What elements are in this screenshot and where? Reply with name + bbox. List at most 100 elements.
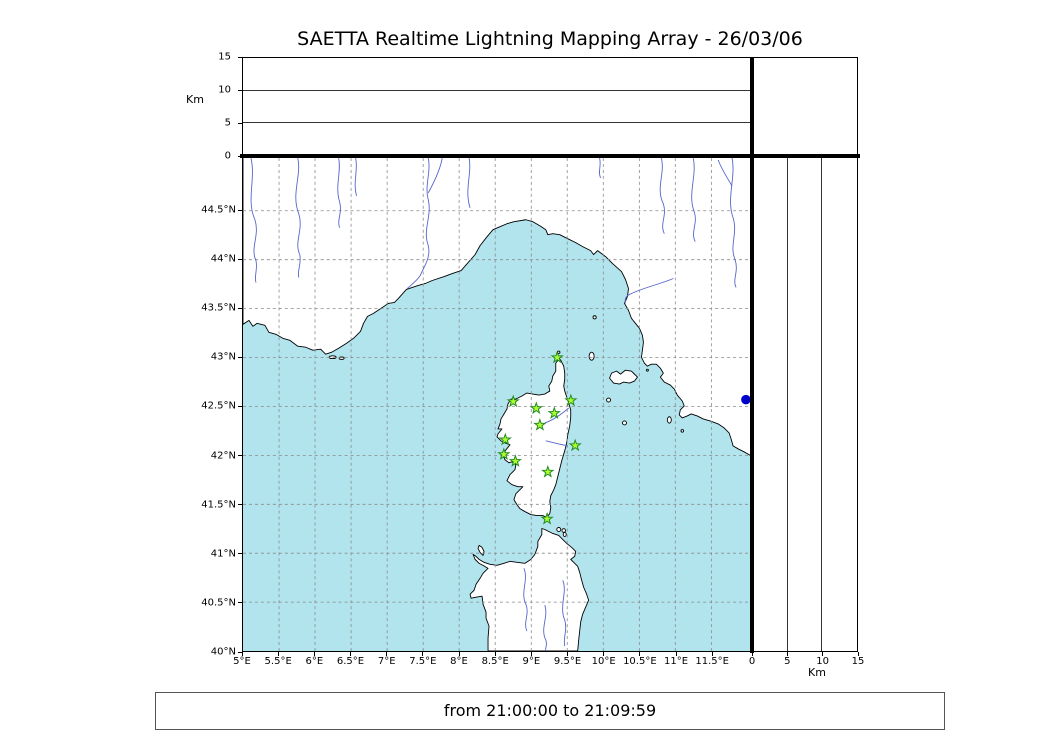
island-giglio xyxy=(666,416,672,424)
river xyxy=(467,158,471,208)
river xyxy=(250,158,257,283)
station-star xyxy=(568,438,582,452)
altitude-tick-label: 5 xyxy=(224,117,231,129)
station-star xyxy=(564,393,578,407)
altitude-tick-label: 5 xyxy=(784,656,791,667)
axis-tick xyxy=(639,652,641,656)
island-caprera xyxy=(562,532,567,537)
lon-tick-label: 7°E xyxy=(377,656,396,667)
axis-tick xyxy=(277,652,279,656)
lat-tick-label: 42°N xyxy=(210,450,236,462)
latlon-grid xyxy=(243,158,751,651)
lma-stations-layer xyxy=(497,350,582,525)
lon-tick-label: 5.5°E xyxy=(264,656,292,667)
event-point xyxy=(741,394,751,405)
river xyxy=(407,158,430,289)
river xyxy=(691,158,696,242)
axis-tick xyxy=(386,652,388,656)
lon-tick-label: 10°E xyxy=(591,656,616,667)
river xyxy=(427,158,443,194)
lon-tick-label: 6.5°E xyxy=(336,656,365,667)
axis-tick xyxy=(494,652,496,656)
altitude-tick-label: 0 xyxy=(224,150,231,162)
altitude-tick-label: 15 xyxy=(218,51,231,63)
axis-tick xyxy=(603,652,605,656)
island-cerboli xyxy=(645,368,649,372)
river xyxy=(523,568,528,632)
altitude-gridline xyxy=(821,158,823,651)
divider-vertical xyxy=(750,57,754,653)
figure-title: SAETTA Realtime Lightning Mapping Array … xyxy=(297,28,803,50)
lon-tick-label: 11.5°E xyxy=(695,656,729,667)
axis-tick xyxy=(857,652,859,656)
island-maddalena xyxy=(556,527,562,532)
lat-tick-label: 40.5°N xyxy=(201,597,236,609)
time-range-text: from 21:00:00 to 21:09:59 xyxy=(443,701,657,720)
event-points-layer xyxy=(741,394,751,405)
altitude-tick-label: 0 xyxy=(748,656,756,667)
lon-tick-label: 8.5°E xyxy=(481,656,509,667)
altitude-axis-label-left: Km xyxy=(186,93,204,106)
axis-tick xyxy=(458,652,460,656)
station-star xyxy=(550,350,564,364)
river xyxy=(545,440,568,447)
island-pianosa xyxy=(606,397,612,403)
island-montecristo xyxy=(622,420,627,426)
lon-tick-label: 5°E xyxy=(233,656,251,667)
river xyxy=(354,158,357,196)
axis-tick xyxy=(567,652,569,656)
coastline-corsica xyxy=(496,355,572,518)
river xyxy=(543,605,547,651)
altitude-gridline xyxy=(243,122,751,124)
island-maddalena-2 xyxy=(561,528,566,533)
lon-tick-label: 6°E xyxy=(305,656,324,667)
coastline-mainland xyxy=(243,158,751,457)
river xyxy=(337,158,341,228)
island-elba xyxy=(609,369,638,385)
lon-tick-label: 7.5°E xyxy=(409,656,437,667)
station-star xyxy=(533,418,547,431)
axis-tick xyxy=(241,652,243,656)
axis-tick xyxy=(313,652,315,656)
altitude-vs-longitude-panel xyxy=(242,57,752,157)
landmass-layer xyxy=(243,158,751,651)
station-star xyxy=(508,454,523,467)
river xyxy=(624,278,674,304)
lat-tick-label: 44.5°N xyxy=(201,204,236,216)
lat-tick-label: 40°N xyxy=(210,646,236,658)
map-canvas xyxy=(243,158,751,651)
divider-horizontal xyxy=(240,154,860,158)
axis-tick xyxy=(530,652,532,656)
station-star xyxy=(541,464,555,478)
station-star xyxy=(529,401,543,415)
lon-tick-label: 9.5°E xyxy=(553,656,582,667)
axis-tick xyxy=(822,652,824,656)
island-gorgona xyxy=(592,315,597,320)
axis-tick xyxy=(711,652,713,656)
lat-tick-label: 43°N xyxy=(210,351,236,363)
time-range-box: from 21:00:00 to 21:09:59 xyxy=(155,692,945,730)
altitude-gridline xyxy=(243,90,751,92)
river xyxy=(717,159,733,187)
lat-tick-label: 41°N xyxy=(210,548,236,560)
lat-tick-label: 41.5°N xyxy=(201,499,236,511)
altitude-gridline xyxy=(787,158,789,651)
island-capraia xyxy=(588,351,595,361)
lat-tick-label: 42.5°N xyxy=(201,400,236,412)
corner-panel xyxy=(752,57,858,157)
station-star xyxy=(547,406,561,419)
axis-tick xyxy=(422,652,424,656)
axis-tick xyxy=(786,652,788,656)
station-star xyxy=(497,447,511,461)
altitude-tick-label: 15 xyxy=(851,656,865,667)
station-star xyxy=(498,432,512,446)
lon-tick-label: 8°E xyxy=(450,656,468,667)
station-star xyxy=(506,394,520,408)
lon-tick-label: 9°E xyxy=(522,656,541,667)
coastline-sardinia xyxy=(469,528,590,651)
lat-tick-label: 43.5°N xyxy=(201,302,236,314)
lon-tick-label: 11°E xyxy=(664,656,689,667)
station-star xyxy=(540,511,554,525)
altitude-axis-label-bottom: Km xyxy=(808,666,826,679)
